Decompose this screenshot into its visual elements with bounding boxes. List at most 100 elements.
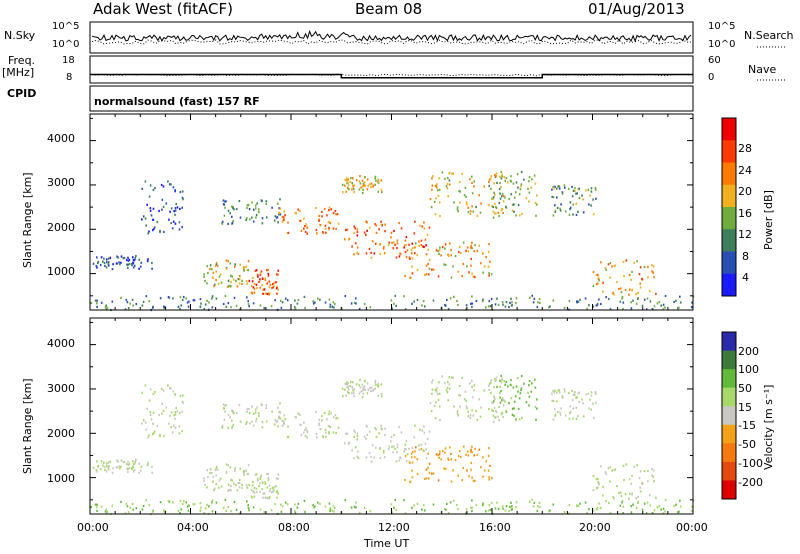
velocity-echo-cell: [145, 428, 147, 431]
power-echo-cell: [206, 299, 208, 302]
power-echo-cell: [379, 252, 382, 255]
power-echo-cell: [127, 256, 129, 259]
velocity-echo-cell: [103, 461, 105, 464]
velocity-echo-cell: [115, 466, 118, 469]
velocity-echo-cell: [414, 456, 416, 459]
velocity-echo-cell: [239, 478, 241, 482]
velocity-echo-cell: [630, 505, 632, 508]
velocity-echo-cell: [561, 396, 564, 399]
power-echo-cell: [425, 244, 427, 247]
velocity-echo-cell: [359, 386, 362, 389]
velocity-echo-cell: [170, 387, 172, 390]
power-echo-cell: [95, 264, 98, 268]
velocity-echo-cell: [408, 460, 411, 463]
power-echo-cell: [354, 227, 356, 230]
power-echo-cell: [557, 185, 559, 188]
power-echo-cell: [470, 246, 472, 249]
velocity-echo-cell: [239, 467, 241, 470]
velocity-echo-cell: [335, 431, 337, 435]
velocity-echo-cell: [475, 503, 478, 507]
power-echo-cell: [332, 301, 335, 304]
velocity-echo-cell: [279, 402, 281, 405]
power-echo-cell: [346, 179, 348, 182]
velocity-echo-cell: [452, 376, 454, 379]
velocity-echo-cell: [437, 454, 439, 457]
velocity-echo-cell: [609, 466, 612, 469]
velocity-colorbar-swatch: [722, 350, 736, 370]
velocity-echo-cell: [163, 434, 165, 438]
velocity-echo-cell: [96, 470, 98, 473]
power-echo-cell: [461, 275, 463, 278]
power-echo-cell: [346, 228, 349, 231]
velocity-echo-cell: [96, 503, 98, 506]
power-echo-cell: [259, 304, 262, 307]
velocity-echo-cell: [107, 461, 110, 464]
velocity-echo-cell: [592, 417, 595, 420]
power-echo-cell: [273, 282, 275, 285]
power-echo-cell: [351, 188, 353, 191]
velocity-echo-cell: [277, 425, 279, 428]
power-echo-cell: [253, 291, 256, 294]
power-echo-cell: [239, 274, 241, 278]
velocity-echo-cell: [512, 386, 515, 389]
velocity-echo-cell: [127, 460, 129, 463]
power-echo-cell: [141, 218, 143, 221]
velocity-echo-cell: [149, 388, 152, 391]
nsky-tick-bottom: 10^0: [52, 39, 80, 50]
power-echo-cell: [172, 297, 174, 300]
power-echo-cell: [495, 172, 498, 175]
vel-cbar-tick-m200: -200: [738, 476, 763, 489]
velocity-echo-cell: [609, 480, 611, 483]
power-echo-cell: [170, 222, 172, 225]
power-echo-cell: [518, 214, 521, 217]
power-echo-cell: [264, 277, 266, 280]
velocity-echo-cell: [382, 451, 385, 454]
velocity-echo-cell: [239, 420, 242, 423]
power-echo-cell: [246, 296, 248, 299]
velocity-echo-cell: [261, 426, 264, 429]
velocity-echo-cell: [531, 498, 533, 501]
power-echo-cell: [499, 182, 501, 185]
velocity-echo-cell: [470, 468, 472, 471]
power-echo-cell: [267, 268, 269, 272]
power-echo-cell: [378, 228, 380, 231]
power-echo-cell: [332, 227, 335, 230]
power-echo-cell: [485, 306, 487, 309]
velocity-echo-cell: [111, 504, 114, 507]
velocity-echo-cell: [279, 411, 282, 414]
velocity-echo-cell: [128, 462, 131, 465]
power-echo-cell: [495, 175, 497, 178]
velocity-echo-cell: [370, 386, 373, 389]
velocity-echo-cell: [578, 400, 581, 404]
velocity-echo-cell: [248, 483, 251, 487]
power-echo-cell: [106, 306, 109, 309]
velocity-echo-cell: [414, 424, 416, 427]
velocity-echo-cell: [329, 507, 332, 510]
velocity-echo-cell: [403, 499, 405, 502]
velocity-echo-cell: [444, 447, 447, 450]
velocity-echo-cell: [511, 413, 514, 416]
velocity-echo-cell: [595, 487, 598, 490]
power-echo-cell: [398, 221, 400, 225]
power-echo-cell: [559, 209, 562, 212]
velocity-echo-cell: [144, 384, 147, 387]
velocity-echo-cell: [370, 460, 373, 463]
power-echo-cell: [436, 183, 438, 186]
velocity-echo-cell: [511, 407, 514, 410]
power-echo-cell: [243, 268, 245, 271]
power-echo-cell: [355, 179, 358, 182]
velocity-echo-cell: [274, 503, 276, 506]
velocity-echo-cell: [447, 399, 449, 402]
velocity-echo-cell: [353, 429, 355, 432]
velocity-echo-cell: [96, 509, 98, 512]
power-echo-cell: [438, 252, 440, 255]
velocity-echo-cell: [152, 510, 154, 513]
velocity-echo-cell: [233, 500, 236, 503]
power-echo-cell: [281, 301, 284, 304]
power-echo-cell: [675, 299, 677, 302]
power-echo-cell: [435, 197, 437, 200]
power-echo-cell: [630, 278, 632, 281]
power-echo-cell: [212, 276, 214, 279]
velocity-echo-cell: [231, 409, 233, 412]
power-echo-cell: [475, 205, 477, 209]
